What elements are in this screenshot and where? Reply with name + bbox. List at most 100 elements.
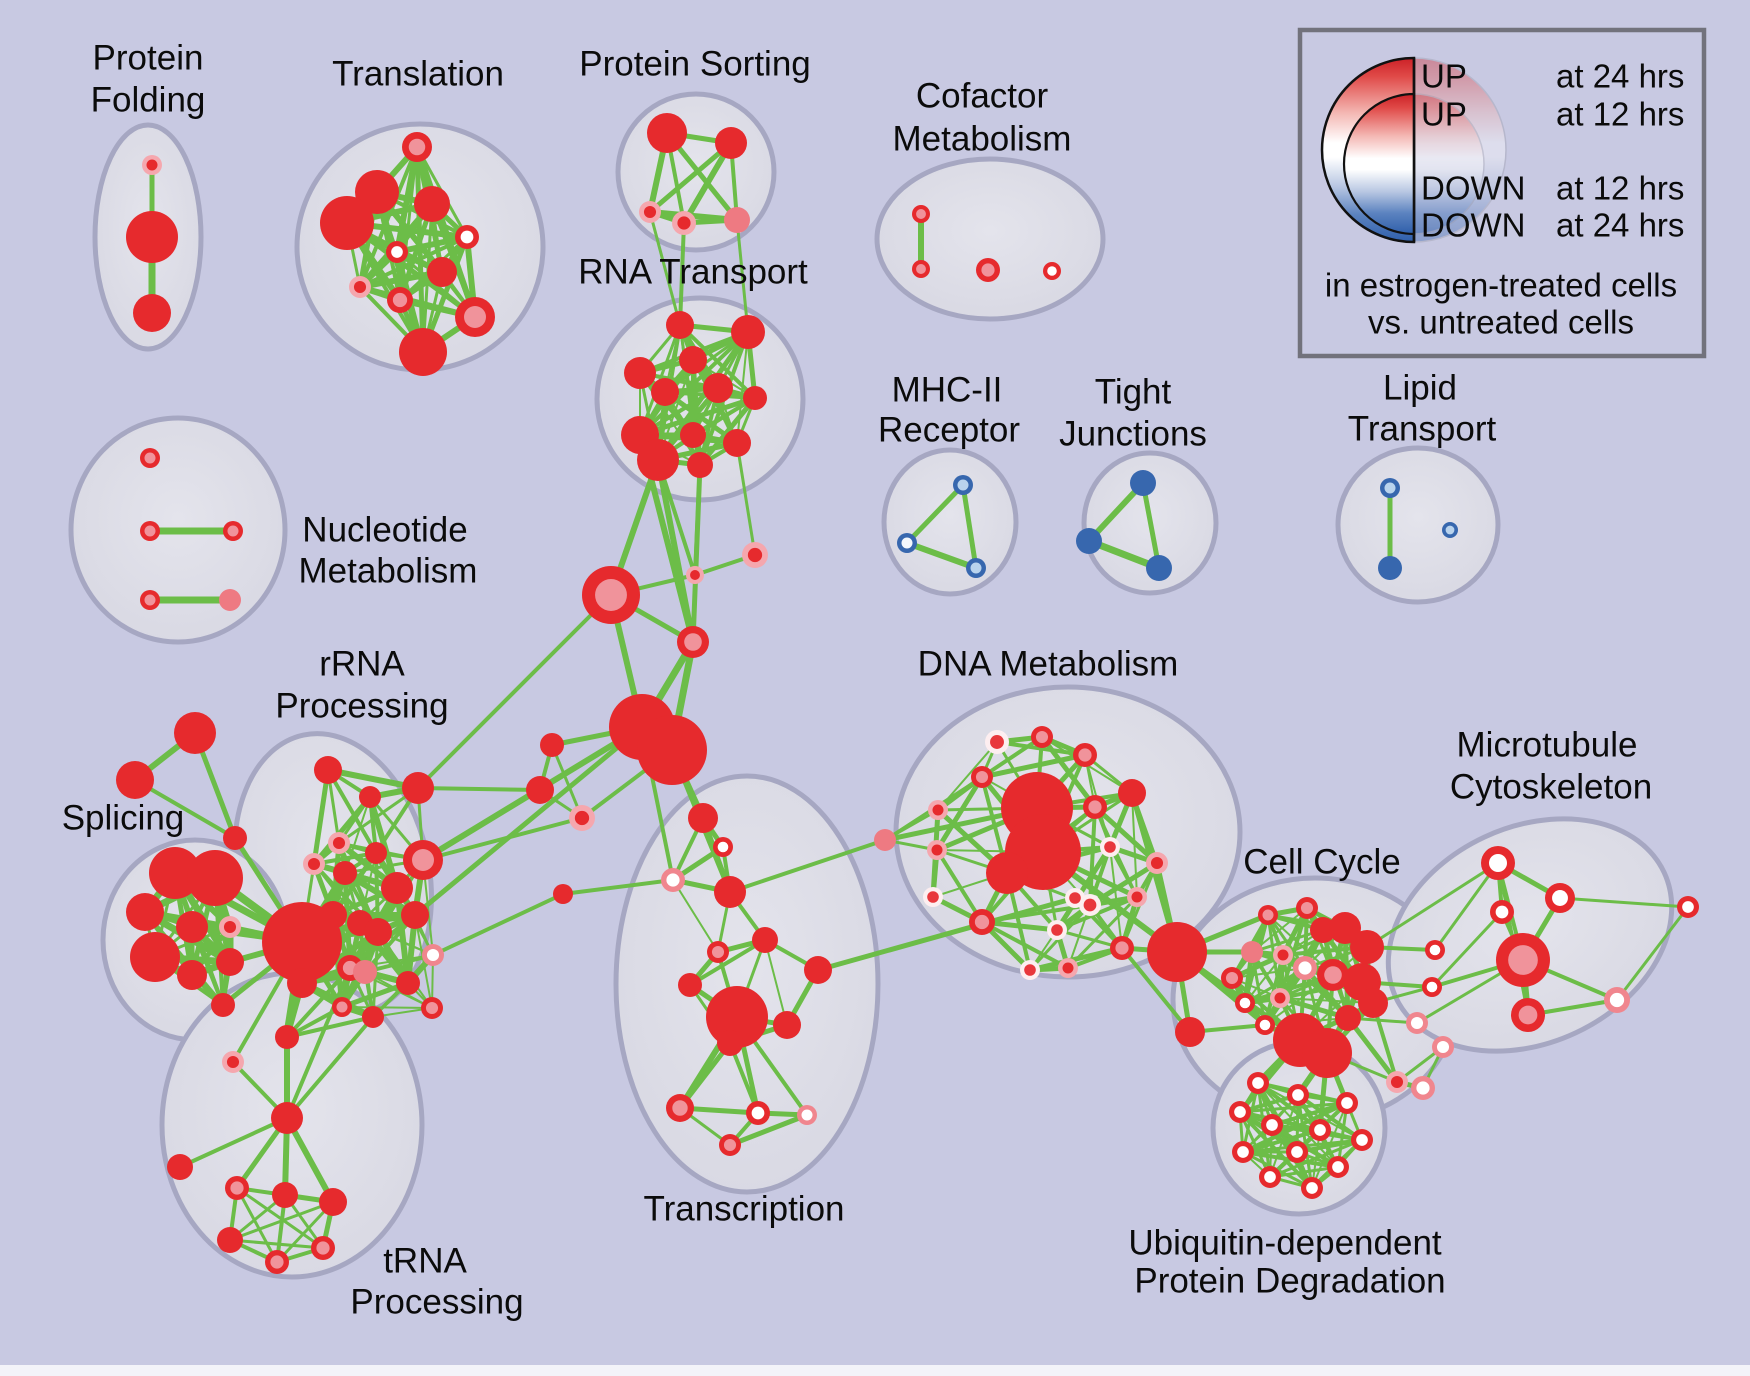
node-cell-cycle-4 (1350, 930, 1384, 964)
node-rrna-processing-8-core (412, 849, 434, 871)
node-microtubule-cytoskeleton-5-core (1609, 992, 1625, 1008)
cluster-label-nucleotide-metabolism-1: Metabolism (299, 551, 478, 590)
node-translation-8-core (392, 292, 408, 308)
edge-cell-cycle (1345, 1015, 1400, 1085)
cluster-ellipse-transcription (613, 773, 881, 1195)
node-rna-transport-0 (666, 311, 694, 339)
node-ubiquitin-degradation-1-core (1292, 1089, 1304, 1101)
node-dna-metabolism-17-core (1131, 891, 1143, 903)
legend-time-3: at 24 hrs (1556, 207, 1684, 244)
node-rrna-processing-16 (353, 960, 377, 984)
node-transcription-4 (553, 884, 573, 904)
edge-microtubule-cytoskeleton (1558, 896, 1690, 909)
legend-time-2: at 12 hrs (1556, 170, 1684, 207)
node-transcription-6-core (711, 945, 725, 959)
edge-link (655, 457, 696, 645)
node-rrna-processing-18 (362, 1006, 384, 1028)
node-ubiquitin-degradation-10-core (1264, 1171, 1276, 1183)
cluster-label-mhc-ii-receptor-0: MHC-II (892, 370, 1003, 409)
node-connector-14 (223, 826, 247, 850)
node-cofactor-metabolism-2-core (981, 263, 995, 277)
node-protein-sorting-3-core (677, 216, 691, 230)
cluster-label-ubiquitin-degradation-1: Protein Degradation (1134, 1261, 1445, 1300)
cluster-label-trna-processing-0: tRNA (383, 1241, 467, 1280)
node-microtubule-cytoskeleton-6-core (1682, 901, 1694, 913)
cluster-ellipse-lipid-transport (1335, 445, 1501, 605)
edge-link (421, 816, 584, 862)
legend-direction-0: UP (1421, 58, 1467, 95)
node-dna-metabolism-3-core (975, 770, 989, 784)
node-cell-cycle-8-core (1324, 966, 1342, 984)
node-ubiquitin-degradation-0-core (1252, 1077, 1264, 1089)
node-connector-1-core (747, 547, 763, 563)
edge-link (285, 1015, 375, 1120)
node-splicing-7 (216, 948, 244, 976)
node-transcription-14-core (723, 1138, 737, 1152)
node-transcription-2-core (666, 873, 680, 887)
cluster-label-tight-junctions-1: Junctions (1059, 414, 1207, 453)
node-cell-cycle-12-core (1259, 1019, 1271, 1031)
node-rna-transport-8 (680, 422, 706, 448)
edge-rna-transport (637, 395, 758, 438)
node-connector-16 (1175, 1017, 1205, 1047)
node-connector-0-core (690, 570, 700, 580)
node-ubiquitin-degradation-9-core (1332, 1161, 1344, 1173)
node-dna-metabolism-16-core (1083, 898, 1097, 912)
edge-rrna-processing (337, 786, 420, 845)
node-cell-cycle-15 (1358, 988, 1388, 1018)
edge-rrna-processing (326, 768, 378, 855)
node-ubiquitin-degradation-5-core (1314, 1124, 1326, 1136)
node-rrna-processing-3-core (332, 836, 346, 850)
node-cofactor-metabolism-0-core (916, 209, 926, 219)
node-rrna-processing-6 (365, 842, 387, 864)
node-dna-metabolism-10-core (1104, 841, 1116, 853)
edge-link (431, 892, 565, 957)
node-trna-processing-0 (271, 1102, 303, 1134)
node-trna-processing-7-core (270, 1255, 284, 1269)
edge-link (1120, 946, 1192, 1034)
edge-rrna-processing (344, 796, 371, 874)
edge-link (416, 593, 613, 790)
cluster-label-protein-folding-0: Protein (93, 38, 204, 77)
edge-cell-cycle (1251, 907, 1308, 953)
node-rrna-processing-17 (396, 971, 420, 995)
cluster-label-cell-cycle-0: Cell Cycle (1243, 842, 1401, 881)
legend-time-1: at 12 hrs (1556, 96, 1684, 133)
edge-trna-processing (228, 1200, 335, 1242)
node-translation-7-core (353, 280, 367, 294)
cluster-ellipse-mhc-ii-receptor (881, 447, 1019, 597)
node-cell-cycle-7-core (1298, 961, 1312, 975)
node-transcription-3 (714, 876, 746, 908)
edge-trna-processing (235, 1186, 279, 1264)
node-connector-19-core (1410, 1016, 1424, 1030)
node-rrna-processing-2 (402, 772, 434, 804)
edge-link (412, 724, 645, 918)
node-tight-junctions-2 (1146, 555, 1172, 581)
node-rrna-processing-12 (401, 901, 429, 929)
node-dna-metabolism-5 (1118, 779, 1146, 807)
node-rrna-processing-0 (314, 756, 342, 784)
node-nucleotide-metabolism-4 (219, 589, 241, 611)
node-transcription-12-core (751, 1106, 765, 1120)
cluster-label-ubiquitin-degradation-0: Ubiquitin-dependent (1128, 1223, 1442, 1262)
node-rrna-processing-1 (359, 786, 381, 808)
node-cell-cycle-2 (1310, 917, 1336, 943)
node-translation-10 (399, 328, 447, 376)
node-rna-transport-6 (743, 386, 767, 410)
node-splicing-2 (126, 893, 164, 931)
node-rna-transport-5 (703, 373, 733, 403)
edge-rna-transport (736, 331, 749, 444)
node-nucleotide-metabolism-0-core (144, 452, 156, 464)
node-connector-6 (540, 733, 564, 757)
edge-link (1365, 861, 1500, 949)
legend: UP at 24 hrs UP at 12 hrs DOWN at 12 hrs DOWN a… (1297, 27, 1707, 359)
node-dna-metabolism-6-core (1088, 800, 1102, 814)
node-connector-20-core (1436, 1040, 1450, 1054)
node-splicing-5 (130, 932, 180, 982)
node-cell-cycle-0-core (1262, 909, 1274, 921)
edge-dna-metabolism (1109, 846, 1123, 949)
edge-rrna-processing (285, 966, 352, 1039)
legend-direction-2: DOWN (1421, 170, 1525, 207)
